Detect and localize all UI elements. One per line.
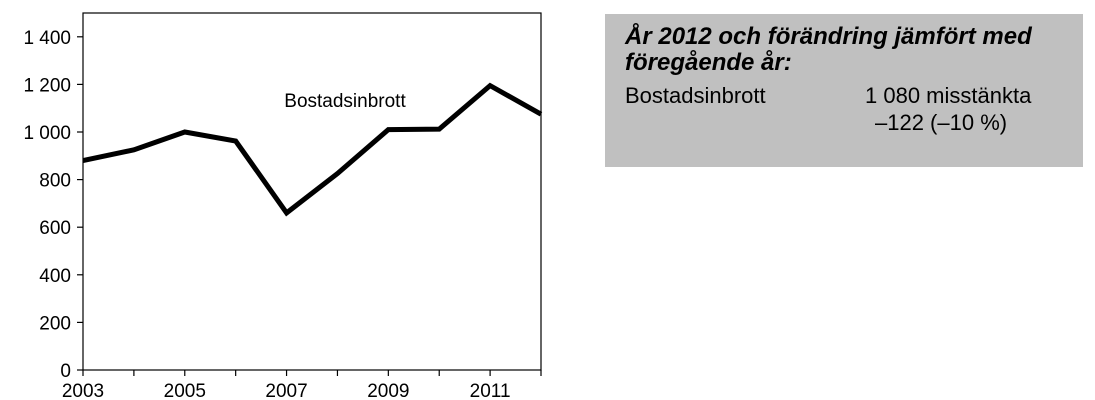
- y-tick-label: 1 000: [23, 123, 71, 144]
- y-tick-label: 600: [39, 218, 71, 239]
- x-tick-label: 2009: [367, 381, 409, 400]
- y-tick-label: 400: [39, 266, 71, 287]
- info-value: 1 080 misstänkta: [865, 82, 1031, 109]
- info-change: –122 (–10 %): [875, 109, 1007, 136]
- series-label-bostadsinbrott: Bostadsinbrott: [284, 91, 406, 112]
- y-tick-label: 200: [39, 313, 71, 334]
- info-row: Bostadsinbrott 1 080 misstänkta –122 (–1…: [625, 82, 1083, 142]
- y-tick-label: 1 200: [23, 75, 71, 96]
- y-tick-label: 800: [39, 171, 71, 192]
- x-axis-ticks: 2003 2005 2007 2009 2011: [62, 370, 541, 400]
- y-tick-label: 0: [60, 361, 71, 382]
- x-tick-label: 2005: [164, 381, 206, 400]
- x-tick-label: 2011: [470, 381, 511, 400]
- x-tick-label: 2007: [265, 381, 307, 400]
- y-axis-ticks: 0 200 400 600 800 1 000 1 200 1 400: [23, 28, 83, 382]
- info-box: År 2012 och förändring jämfört med föreg…: [605, 14, 1083, 167]
- x-tick-label: 2003: [62, 381, 104, 400]
- info-heading: År 2012 och förändring jämfört med föreg…: [625, 24, 1083, 76]
- info-label: Bostadsinbrott: [625, 82, 766, 109]
- y-tick-label: 1 400: [23, 28, 71, 49]
